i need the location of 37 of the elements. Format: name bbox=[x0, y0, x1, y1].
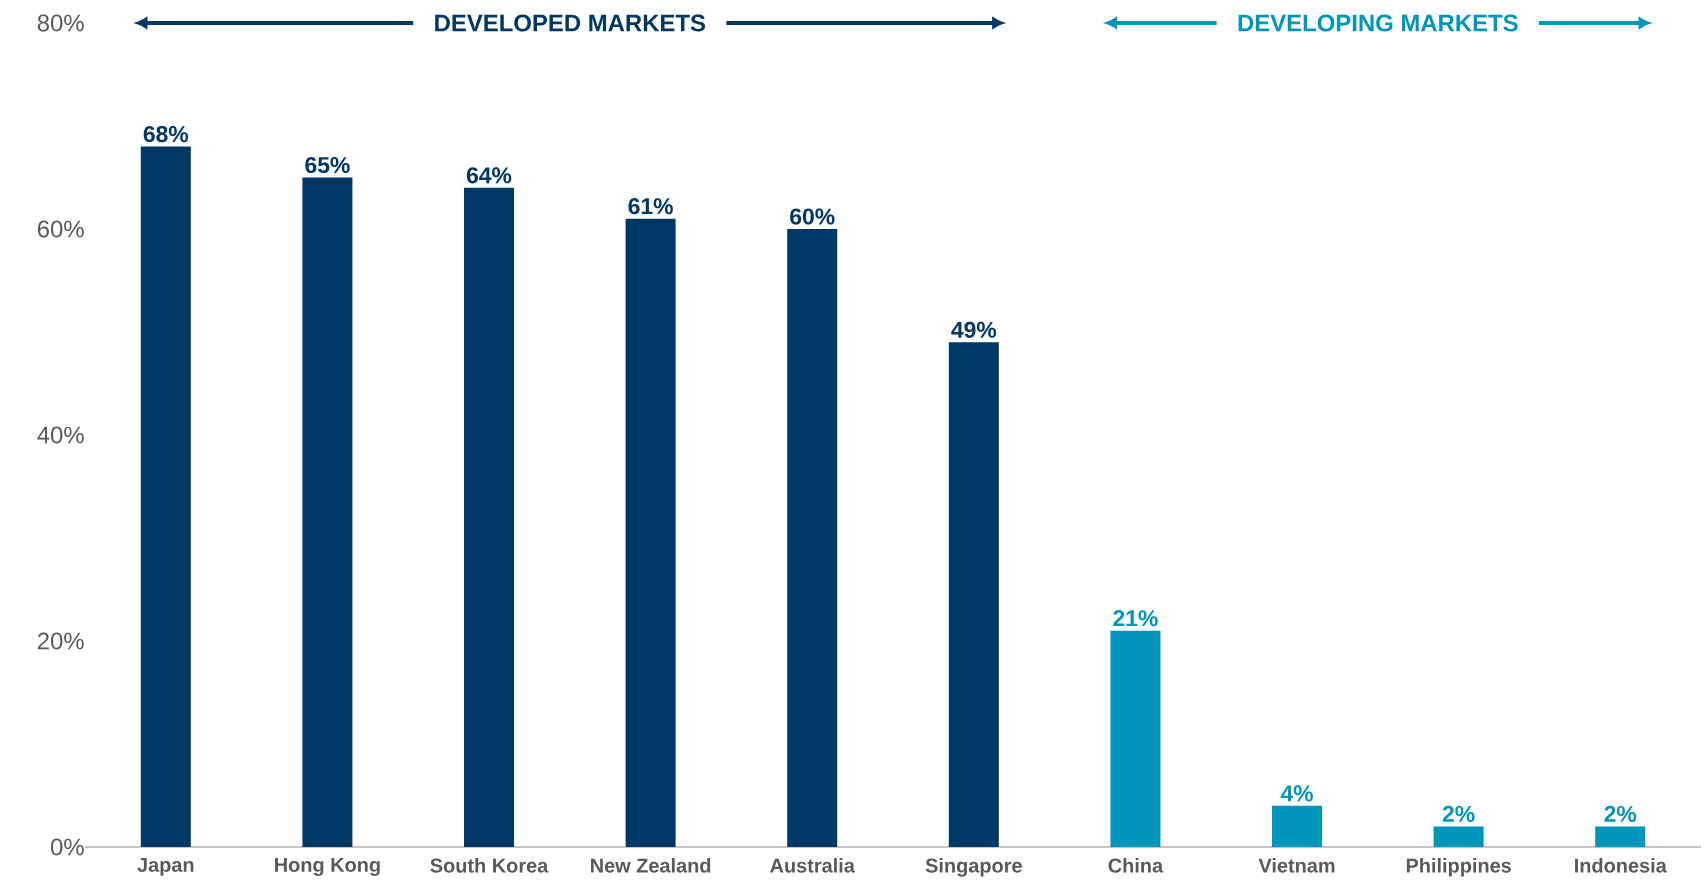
data-label: 65% bbox=[305, 156, 350, 174]
data-label: 60% bbox=[790, 208, 835, 225]
x-tick-label: New Zealand bbox=[591, 858, 711, 873]
x-tick-label: Singapore bbox=[925, 858, 1022, 877]
bar bbox=[787, 229, 838, 847]
bar bbox=[1110, 630, 1161, 847]
x-tick-label: Vietnam bbox=[1258, 858, 1335, 873]
data-label: 2% bbox=[1442, 805, 1475, 823]
data-label: 21% bbox=[1113, 610, 1158, 627]
x-tick-label: China bbox=[1108, 858, 1164, 873]
bar bbox=[464, 187, 515, 847]
bar bbox=[140, 146, 191, 847]
annotation: DEVELOPING MARKETS bbox=[1238, 14, 1518, 32]
bar bbox=[948, 342, 999, 847]
y-tick-label: 60% bbox=[37, 220, 84, 238]
y-tick-label: 80% bbox=[37, 14, 84, 32]
data-label: 4% bbox=[1280, 785, 1313, 802]
x-tick-label: Japan bbox=[137, 858, 194, 876]
data-label: 68% bbox=[143, 125, 189, 143]
bar bbox=[1595, 826, 1646, 847]
y-tick-label: 40% bbox=[37, 426, 84, 444]
y-tick-label: 0% bbox=[50, 838, 84, 856]
x-tick-label: Philippines bbox=[1406, 858, 1511, 877]
bar bbox=[302, 177, 353, 847]
data-label: 64% bbox=[466, 167, 512, 184]
bar bbox=[1433, 826, 1484, 847]
x-tick-label: Australia bbox=[770, 858, 855, 873]
data-label: 49% bbox=[951, 321, 997, 338]
y-tick-label: 20% bbox=[37, 632, 84, 650]
annotation: DEVELOPED MARKETS bbox=[435, 14, 705, 32]
data-label: 2% bbox=[1604, 805, 1637, 823]
bar bbox=[625, 218, 676, 847]
data-label: 61% bbox=[628, 198, 673, 215]
x-tick-label: Indonesia bbox=[1575, 858, 1667, 873]
x-tick-label: South Korea bbox=[430, 858, 549, 873]
bar bbox=[1272, 805, 1323, 847]
x-tick-label: Hong Kong bbox=[275, 858, 380, 876]
